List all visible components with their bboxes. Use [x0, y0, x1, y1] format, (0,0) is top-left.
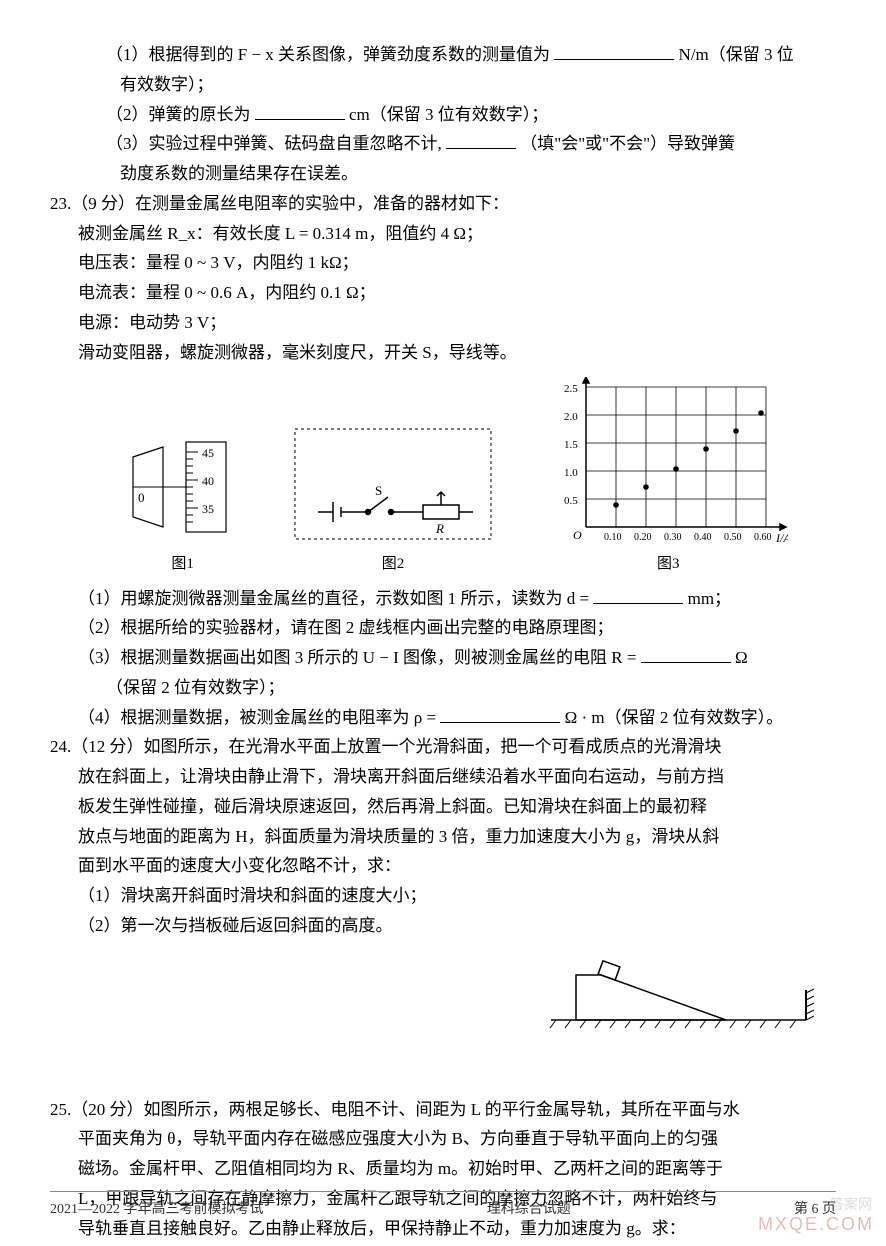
text: （1）用螺旋测微器测量金属丝的直径，示数如图 1 所示，读数为 d = [78, 589, 589, 608]
tick-40: 40 [202, 474, 214, 488]
q23-p4: （4）根据测量数据，被测金属丝的电阻率为 ρ = Ω · m（保留 2 位有效数… [50, 703, 836, 733]
q23-l2: 电压表：量程 0 ~ 3 V，内阻约 1 kΩ； [50, 248, 836, 278]
graph-svg: 2.5 2.0 1.5 1.0 0.5 O 0.10 0.20 0.30 0.4… [548, 377, 788, 547]
q23-l3: 电流表：量程 0 ~ 0.6 A，内阻约 0.1 Ω； [50, 278, 836, 308]
text: Ω · m（保留 2 位有效数字）。 [565, 708, 784, 727]
circuit-svg: S R [293, 427, 493, 547]
text: （2）弹簧的原长为 [106, 105, 251, 124]
ramp-figure [50, 945, 836, 1035]
spacer [50, 1035, 836, 1095]
footer-mid: 理科综合试题 [487, 1198, 571, 1223]
text: （4）根据测量数据，被测金属丝的电阻率为 ρ = [78, 708, 436, 727]
q24-l4: 放点与地面的距离为 H，斜面质量为滑块质量的 3 倍，重力加速度大小为 g，滑块… [50, 822, 836, 852]
text: Ω [735, 648, 748, 667]
text: mm； [688, 589, 731, 608]
text: cm（保留 3 位有效数字）； [349, 105, 548, 124]
q23-p3: （3）根据测量数据画出如图 3 所示的 U − I 图像，则被测金属丝的电阻 R… [50, 643, 836, 673]
q23-head: 23.（9 分）在测量金属丝电阻率的实验中，准备的器材如下： [50, 189, 836, 219]
footer-left: 2021—2022 学年高三考前模拟考试 [50, 1198, 264, 1223]
micrometer-zero: 0 [138, 490, 145, 505]
blank [255, 101, 345, 120]
watermark-text: MXQE.COM [758, 1209, 874, 1241]
res-label: R [435, 521, 444, 536]
text: （填"会"或"不会"）导致弹簧 [520, 134, 735, 153]
xt: 0.40 [694, 532, 712, 543]
figure-1: 0 45 40 35 图1 [128, 427, 238, 577]
q24-l2: 放在斜面上，让滑块由静止滑下，滑块离开斜面后继续沿着水平面向右运动，与前方挡 [50, 762, 836, 792]
xt: 0.60 [754, 532, 772, 543]
xt: 0.30 [664, 532, 682, 543]
q22-part3-cont: 劲度系数的测量结果存在误差。 [50, 159, 836, 189]
yt: 1.0 [564, 467, 578, 479]
q25-l2: 平面夹角为 θ，导轨平面内存在磁感应强度大小为 B、方向垂直于导轨平面向上的匀强 [50, 1124, 836, 1154]
blank [554, 41, 674, 60]
q22-part1: （1）根据得到的 F − x 关系图像，弹簧劲度系数的测量值为 N/m（保留 3… [50, 40, 836, 70]
q25-l3: 磁场。金属杆甲、乙阻值相同均为 R、质量均为 m。初始时甲、乙两杆之间的距离等于 [50, 1154, 836, 1184]
yt: 2.5 [564, 383, 578, 395]
text: （3）根据测量数据画出如图 3 所示的 U − I 图像，则被测金属丝的电阻 R… [78, 648, 636, 667]
q22-part1-cont: 有效数字）； [50, 70, 836, 100]
xt: 0.50 [724, 532, 742, 543]
blank [593, 585, 683, 604]
yt: 2.0 [564, 411, 578, 423]
ylabel: U/V [590, 377, 611, 378]
q23-p3-cont: （保留 2 位有效数字）； [50, 673, 836, 703]
q23-p1: （1）用螺旋测微器测量金属丝的直径，示数如图 1 所示，读数为 d = mm； [50, 584, 836, 614]
xt: 0.10 [604, 532, 622, 543]
switch-label: S [375, 483, 382, 498]
q24-p1: （1）滑块离开斜面时滑块和斜面的速度大小； [50, 881, 836, 911]
q23-l5: 滑动变阻器，螺旋测微器，毫米刻度尺，开关 S，导线等。 [50, 338, 836, 368]
fig3-caption: 图3 [657, 551, 680, 577]
blank [440, 704, 560, 723]
tick-45: 45 [202, 446, 214, 460]
q23-l1: 被测金属丝 R_x：有效长度 L = 0.314 m，阻值约 4 Ω； [50, 219, 836, 249]
q24-p2: （2）第一次与挡板碰后返回斜面的高度。 [50, 911, 836, 941]
text: （3）实验过程中弹簧、砝码盘自重忽略不计, [106, 134, 442, 153]
text: N/m（保留 3 位 [679, 45, 794, 64]
figure-2: S R 图2 [293, 427, 493, 577]
page-footer: 2021—2022 学年高三考前模拟考试 理科综合试题 第 6 页 [50, 1191, 836, 1223]
yt: 0.5 [564, 495, 578, 507]
ramp-svg [546, 945, 826, 1035]
page-content: （1）根据得到的 F − x 关系图像，弹簧劲度系数的测量值为 N/m（保留 3… [50, 40, 836, 1243]
figure-3: 2.5 2.0 1.5 1.0 0.5 O 0.10 0.20 0.30 0.4… [548, 377, 788, 577]
xlabel: I/A [775, 531, 788, 545]
fig2-caption: 图2 [382, 551, 405, 577]
q24-l3: 板发生弹性碰撞，碰后滑块原速返回，然后再滑上斜面。已知滑块在斜面上的最初释 [50, 792, 836, 822]
figure-row: 0 45 40 35 图1 [50, 377, 836, 577]
q24-l5: 面到水平面的速度大小变化忽略不计，求： [50, 851, 836, 881]
blank [446, 131, 516, 150]
q23-p2: （2）根据所给的实验器材，请在图 2 虚线框内画出完整的电路原理图； [50, 613, 836, 643]
blank [641, 644, 731, 663]
q25-head: 25.（20 分）如图所示，两根足够长、电阻不计、间距为 L 的平行金属导轨，其… [50, 1095, 836, 1125]
q22-part3: （3）实验过程中弹簧、砝码盘自重忽略不计, （填"会"或"不会"）导致弹簧 [50, 129, 836, 159]
q24-head: 24.（12 分）如图所示，在光滑水平面上放置一个光滑斜面，把一个可看成质点的光… [50, 732, 836, 762]
q22-part2: （2）弹簧的原长为 cm（保留 3 位有效数字）； [50, 100, 836, 130]
origin: O [573, 528, 582, 542]
yt: 1.5 [564, 439, 578, 451]
micrometer-svg: 0 45 40 35 [128, 427, 238, 547]
text: （1）根据得到的 F − x 关系图像，弹簧劲度系数的测量值为 [106, 45, 550, 64]
fig1-caption: 图1 [171, 551, 194, 577]
q23-l4: 电源：电动势 3 V； [50, 308, 836, 338]
tick-35: 35 [202, 502, 214, 516]
xt: 0.20 [634, 532, 652, 543]
